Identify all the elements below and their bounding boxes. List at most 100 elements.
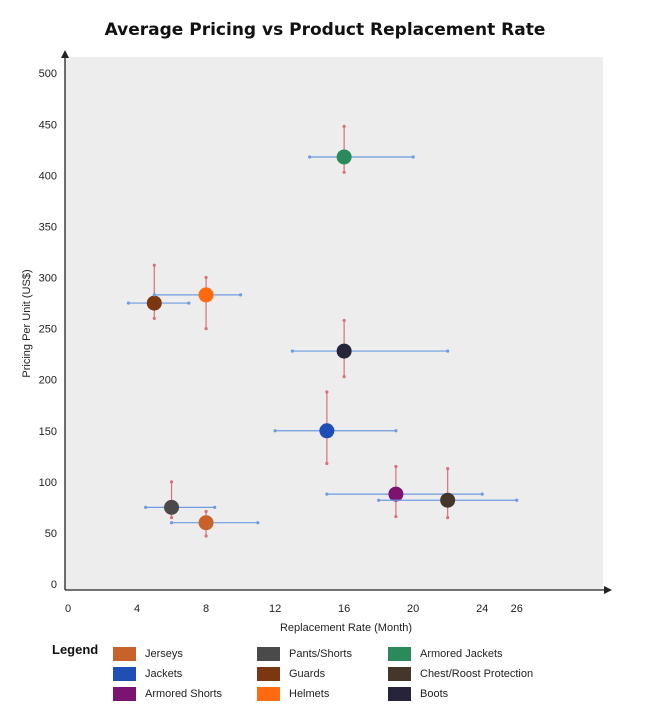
x-tick-label: 20 <box>407 603 419 615</box>
y-error-cap <box>169 515 174 520</box>
legend: Legend Jerseys Jackets Armored Shorts Pants… <box>0 636 650 706</box>
legend-label: Armored Jackets <box>420 648 503 660</box>
legend-item: Pants/Shorts <box>257 646 352 662</box>
x-error-cap <box>169 521 174 525</box>
chart-title: Average Pricing vs Product Replacement R… <box>105 20 546 40</box>
legend-swatch <box>257 647 280 661</box>
data-point-group <box>325 464 484 519</box>
data-point <box>198 515 214 531</box>
x-error-cap <box>446 349 450 353</box>
x-tick-label: 0 <box>65 603 71 615</box>
legend-label: Armored Shorts <box>145 688 223 700</box>
legend-item: Boots <box>388 686 448 702</box>
y-tick-label: 250 <box>39 324 57 336</box>
x-error-cap <box>187 301 191 305</box>
data-point <box>319 423 335 439</box>
y-axis-label: Pricing Per Unit (US$) <box>21 269 33 377</box>
legend-item: Chest/Roost Protection <box>388 666 533 682</box>
y-tick-label: 400 <box>39 170 57 182</box>
legend-swatch <box>257 687 280 701</box>
y-error-cap <box>204 327 208 331</box>
y-tick-label: 300 <box>39 273 57 285</box>
data-point <box>388 486 404 502</box>
x-error-cap <box>273 429 277 433</box>
data-point <box>198 287 214 303</box>
x-error-cap <box>213 505 217 509</box>
x-error-cap <box>152 293 156 297</box>
x-error-cap <box>290 349 294 353</box>
data-point-group <box>290 318 450 379</box>
y-tick-label: 50 <box>45 528 57 540</box>
scatter-chart: Average Pricing vs Product Replacement R… <box>21 20 612 634</box>
y-error-cap <box>394 514 398 519</box>
x-error-cap <box>256 521 260 525</box>
legend-label: Chest/Roost Protection <box>420 668 534 680</box>
y-tick-label: 450 <box>39 119 57 131</box>
y-error-cap <box>325 390 329 394</box>
x-error-cap <box>377 498 381 502</box>
x-error-cap <box>325 492 329 496</box>
legend-item: Guards <box>257 666 325 682</box>
y-error-cap <box>204 275 208 280</box>
y-tick-label: 0 <box>51 579 57 591</box>
legend-item: Jackets <box>113 666 182 682</box>
x-tick-label: 12 <box>269 603 281 615</box>
x-axis-arrow <box>604 586 612 594</box>
legend-swatch <box>388 667 411 681</box>
y-error-cap <box>325 461 329 466</box>
y-error-cap <box>342 375 346 379</box>
data-point-group <box>308 124 415 174</box>
y-error-cap <box>204 534 208 538</box>
x-error-cap <box>480 492 484 496</box>
legend-swatch <box>388 687 411 701</box>
y-error-cap <box>446 466 450 471</box>
data-point-group <box>152 275 243 331</box>
legend-label: Pants/Shorts <box>289 648 352 660</box>
legend-label: Jackets <box>145 668 183 680</box>
legend-item: Armored Shorts <box>113 686 222 702</box>
data-point-group <box>169 509 260 538</box>
y-tick-label: 100 <box>39 477 57 489</box>
legend-swatch <box>388 647 411 661</box>
y-tick-label: 350 <box>39 221 57 233</box>
data-point-group <box>377 466 519 520</box>
tick-labels: 0 50 100 150 200 250 300 350 400 450 500 0 4 8 12 16 20 2… <box>39 68 523 615</box>
legend-item: Armored Jackets <box>388 646 503 662</box>
y-axis-arrow <box>61 50 69 58</box>
axes <box>61 50 612 594</box>
y-error-cap <box>169 480 174 484</box>
legend-swatch <box>113 647 136 661</box>
y-error-cap <box>204 509 208 514</box>
x-error-cap <box>394 429 398 433</box>
legend-title: Legend <box>52 642 99 657</box>
legend-label: Boots <box>420 688 449 700</box>
legend-label: Helmets <box>289 688 330 700</box>
data-point <box>336 149 352 165</box>
data-point <box>336 343 352 359</box>
x-error-cap <box>126 301 131 305</box>
y-error-cap <box>152 316 156 320</box>
x-error-cap <box>308 155 312 159</box>
data-point-group <box>144 480 217 520</box>
data-point <box>164 499 180 515</box>
legend-swatch <box>113 687 136 701</box>
x-tick-label: 26 <box>511 603 523 615</box>
legend-label: Guards <box>289 668 326 680</box>
data-point <box>440 492 456 508</box>
legend-item: Jerseys <box>113 646 183 662</box>
x-error-cap <box>238 293 243 297</box>
x-tick-label: 16 <box>338 603 350 615</box>
y-error-cap <box>342 124 346 128</box>
data-point-group <box>126 263 191 320</box>
x-tick-label: 24 <box>476 603 488 615</box>
data-points <box>126 124 519 538</box>
x-error-cap <box>411 155 415 159</box>
data-point <box>146 295 162 311</box>
x-error-cap <box>515 498 519 502</box>
data-point-group <box>273 390 398 466</box>
plot-area <box>65 57 603 590</box>
y-tick-label: 500 <box>39 68 57 80</box>
x-tick-label: 8 <box>203 603 209 615</box>
y-error-cap <box>342 170 346 174</box>
x-axis-label: Replacement Rate (Month) <box>280 622 412 634</box>
